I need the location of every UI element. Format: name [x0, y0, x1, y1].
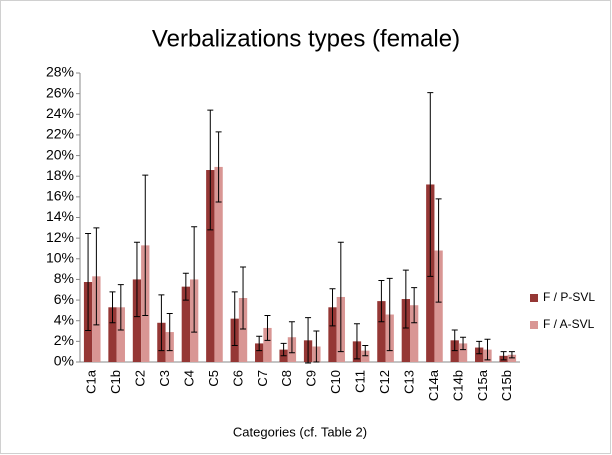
x-tick-label: C14b [450, 370, 465, 401]
x-tick-label: C7 [255, 370, 270, 387]
error-bar [435, 198, 442, 303]
y-tick-label: 12% [46, 229, 74, 245]
error-bar [207, 109, 214, 231]
error-bar [305, 317, 312, 364]
x-tick-label: C8 [279, 370, 294, 387]
bar [206, 170, 215, 362]
x-tick-label: C12 [377, 370, 392, 394]
y-tick-label: 24% [46, 105, 74, 121]
bar [361, 350, 370, 362]
error-bar [256, 335, 263, 352]
bar [475, 347, 484, 362]
y-tick-label: 26% [46, 84, 74, 100]
x-tick-label: C10 [328, 370, 343, 394]
bar [116, 307, 125, 362]
error-bar [182, 272, 189, 301]
error-bar [476, 340, 483, 355]
error-bar [231, 291, 238, 346]
error-bar [264, 315, 271, 341]
error-bar [362, 344, 369, 357]
error-bar [109, 291, 116, 324]
error-bar [500, 351, 507, 361]
y-tick-label: 4% [54, 311, 74, 327]
bar [263, 327, 272, 362]
error-bar [337, 241, 344, 353]
y-tick-label: 2% [54, 332, 74, 348]
error-bar [85, 232, 92, 332]
x-tick-label: C6 [230, 370, 245, 387]
y-tick-label: 14% [46, 208, 74, 224]
error-bar [191, 226, 198, 333]
x-tick-label: C1b [108, 370, 123, 394]
error-bar [411, 287, 418, 324]
error-bar [313, 330, 320, 363]
error-bar [378, 279, 385, 323]
error-bar [460, 336, 467, 351]
x-tick-label: C11 [353, 370, 368, 393]
error-bar [329, 288, 336, 327]
x-tick-label: C9 [304, 370, 319, 387]
bar [434, 250, 443, 362]
error-bar [386, 277, 393, 352]
legend-swatch [530, 294, 538, 302]
bar [458, 343, 468, 362]
error-bar [117, 284, 124, 331]
bar [238, 298, 248, 362]
y-tick-label: 6% [54, 291, 74, 307]
error-bar [427, 92, 434, 277]
error-bar [508, 351, 515, 359]
x-tick-label: C5 [206, 370, 221, 387]
error-bar [240, 266, 247, 330]
bar [328, 307, 337, 362]
x-axis-label: Categories (cf. Table 2) [233, 424, 367, 439]
error-bar [280, 342, 287, 357]
x-tick-label: C2 [133, 370, 148, 387]
x-tick-label: C15a [475, 369, 490, 401]
x-tick-label: C4 [181, 370, 196, 387]
legend-label: F / A-SVL [543, 317, 595, 331]
bar [507, 354, 517, 362]
x-tick-label: C15b [499, 370, 514, 401]
bar [255, 343, 264, 362]
chart-title: Verbalizations types (female) [152, 25, 460, 52]
error-bar [93, 227, 100, 326]
x-tick-label: C13 [401, 370, 416, 394]
bar [214, 166, 223, 362]
error-bar [142, 174, 149, 317]
bar [181, 286, 190, 362]
bar [401, 299, 410, 362]
y-tick-label: 10% [46, 249, 74, 265]
error-bar [353, 323, 360, 360]
legend-label: F / P-SVL [543, 290, 595, 304]
y-tick-label: 0% [54, 353, 74, 369]
error-bar [166, 312, 173, 352]
error-bar [158, 294, 165, 352]
bar [377, 301, 386, 362]
bar [132, 279, 142, 362]
error-bar [451, 329, 458, 352]
legend-swatch [530, 321, 538, 329]
error-bar [484, 338, 491, 361]
x-tick-label: C1a [84, 369, 99, 394]
error-bar [402, 269, 409, 329]
x-tick-label: C14a [426, 369, 441, 401]
error-bar [288, 321, 295, 354]
error-bar [133, 241, 140, 318]
x-tick-label: C3 [157, 370, 172, 387]
bar [410, 305, 419, 362]
bar [450, 340, 459, 362]
y-tick-label: 28% [46, 64, 74, 80]
bar [108, 307, 117, 362]
y-tick-label: 16% [46, 188, 74, 204]
error-bar [215, 131, 222, 203]
y-tick-label: 8% [54, 270, 74, 286]
y-tick-label: 18% [46, 167, 74, 183]
y-tick-label: 22% [46, 126, 74, 142]
y-tick-label: 20% [46, 146, 74, 162]
